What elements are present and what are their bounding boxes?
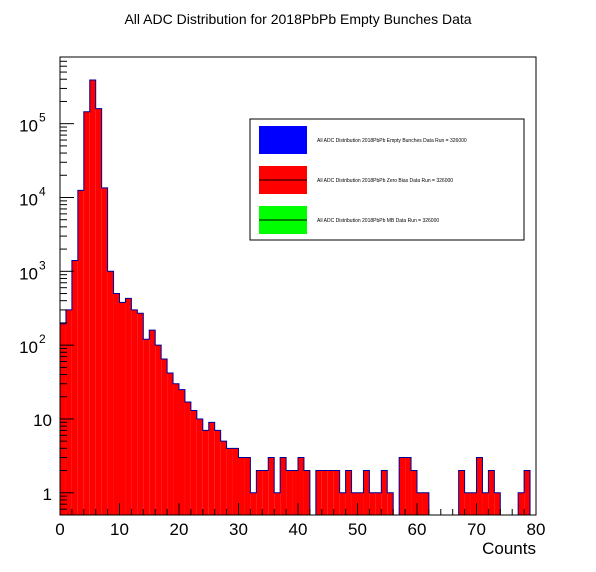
histogram-bar (250, 492, 257, 515)
histogram-bar (274, 492, 281, 515)
histogram-bar (101, 187, 108, 515)
histogram-bar (149, 330, 156, 515)
histogram-bar (333, 470, 340, 515)
histogram-bars (59, 79, 536, 516)
histogram-bar (184, 401, 191, 515)
histogram-bar (464, 492, 471, 515)
y-tick-exponent: 4 (39, 184, 46, 198)
x-tick-label: 0 (55, 520, 64, 539)
histogram-bar (107, 271, 114, 515)
histogram-bar (405, 457, 412, 515)
histogram-bar (226, 448, 233, 515)
histogram-bar (161, 358, 168, 515)
histogram-bar (286, 470, 293, 515)
legend: All ADC Distribution 2018PbPb Empty Bunc… (249, 118, 525, 241)
histogram-bar (262, 470, 269, 515)
y-tick-label: 10 (33, 411, 52, 430)
histogram-bar (83, 111, 90, 515)
histogram-bar (268, 457, 275, 515)
x-tick-label: 50 (348, 520, 367, 539)
histogram-bar (381, 470, 388, 515)
histogram-bar (167, 372, 174, 515)
histogram-bar (208, 422, 215, 515)
x-tick-label: 80 (527, 520, 546, 539)
histogram-bar (482, 492, 489, 515)
y-tick-label: 10 (19, 338, 38, 357)
histogram-bar (77, 190, 84, 515)
histogram-bar (256, 470, 263, 515)
histogram-bar (232, 448, 239, 515)
histogram-bar (196, 418, 203, 515)
histogram-bar (119, 302, 126, 515)
histogram-bar (238, 457, 245, 515)
histogram-bar (470, 492, 477, 515)
x-tick-label: 70 (467, 520, 486, 539)
histogram-bar (345, 470, 352, 515)
x-tick-label: 10 (110, 520, 129, 539)
x-tick-label: 20 (170, 520, 189, 539)
histogram-bar (173, 383, 179, 515)
histogram-bar (524, 470, 531, 515)
histogram-bar (202, 430, 209, 515)
histogram-bar (280, 457, 287, 515)
histogram-bar (143, 339, 150, 515)
histogram-bar (113, 293, 120, 515)
histogram-bar (351, 492, 358, 515)
histogram-bar (488, 470, 495, 515)
histogram-bar (494, 492, 501, 515)
y-tick-exponent: 3 (39, 258, 46, 272)
histogram-bar (125, 298, 132, 515)
histogram-bar (375, 492, 382, 515)
histogram-bar (518, 492, 525, 515)
histogram-bar (327, 470, 334, 515)
histogram-bar (179, 389, 185, 515)
histogram-bar (387, 492, 394, 515)
histogram-bar (363, 470, 370, 515)
y-tick-exponent: 5 (39, 111, 46, 125)
histogram-bar (190, 410, 197, 515)
x-tick-label: 60 (408, 520, 427, 539)
histogram-bar (298, 457, 304, 515)
histogram-bar (357, 492, 364, 515)
x-axis-label: Counts (482, 539, 536, 558)
histogram-bar (95, 108, 102, 515)
y-tick-exponent: 2 (39, 332, 46, 346)
legend-label: All ADC Distribution 2018PbPb MB Data Ru… (317, 218, 439, 224)
chart-title: All ADC Distribution for 2018PbPb Empty … (124, 11, 471, 27)
histogram-bar (89, 80, 96, 516)
legend-label: All ADC Distribution 2018PbPb Empty Bunc… (317, 138, 467, 144)
histogram-bar (399, 457, 406, 515)
x-tick-label: 40 (289, 520, 308, 539)
histogram-bar (411, 470, 417, 515)
y-tick-label: 10 (19, 190, 38, 209)
histogram-bar (321, 470, 328, 515)
x-tick-label: 30 (229, 520, 248, 539)
y-tick-label: 1 (43, 485, 52, 504)
x-axis: 0 10 20 30 40 50 60 70 80 (55, 503, 545, 539)
histogram-bar (417, 492, 423, 515)
histogram-bar (422, 492, 429, 515)
histogram-bar (155, 345, 162, 515)
histogram-bar (315, 470, 322, 515)
histogram-bar (476, 457, 483, 515)
histogram-bar (458, 470, 465, 515)
y-tick-label: 10 (19, 117, 38, 136)
histogram-bar (303, 470, 310, 515)
histogram-bar (137, 313, 144, 515)
histogram-bar (244, 457, 251, 515)
histogram-bar (214, 430, 221, 515)
histogram-bar (220, 441, 227, 515)
histogram-bar (339, 492, 346, 515)
histogram-bar (292, 470, 298, 515)
histogram-bar (65, 309, 72, 515)
histogram-bar (369, 492, 376, 515)
histogram-bar (131, 309, 138, 515)
legend-label: All ADC Distribution 2018PbPb Zero Bias … (317, 178, 453, 184)
y-tick-label: 10 (19, 264, 38, 283)
legend-swatch (259, 126, 307, 154)
histogram-bar (71, 260, 78, 515)
